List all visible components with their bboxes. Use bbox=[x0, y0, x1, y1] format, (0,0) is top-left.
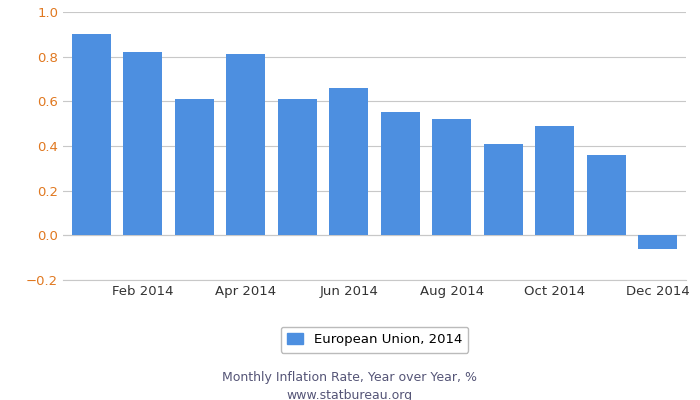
Bar bbox=[330, 88, 368, 235]
Bar bbox=[227, 54, 265, 235]
Bar bbox=[278, 99, 316, 235]
Bar bbox=[638, 235, 677, 249]
Text: www.statbureau.org: www.statbureau.org bbox=[287, 390, 413, 400]
Bar bbox=[72, 34, 111, 235]
Bar bbox=[175, 99, 214, 235]
Bar bbox=[433, 119, 471, 235]
Bar bbox=[536, 126, 574, 235]
Text: Monthly Inflation Rate, Year over Year, %: Monthly Inflation Rate, Year over Year, … bbox=[223, 372, 477, 384]
Bar bbox=[381, 112, 419, 235]
Bar bbox=[484, 144, 522, 235]
Bar bbox=[587, 155, 626, 235]
Bar bbox=[123, 52, 162, 235]
Legend: European Union, 2014: European Union, 2014 bbox=[281, 327, 468, 353]
